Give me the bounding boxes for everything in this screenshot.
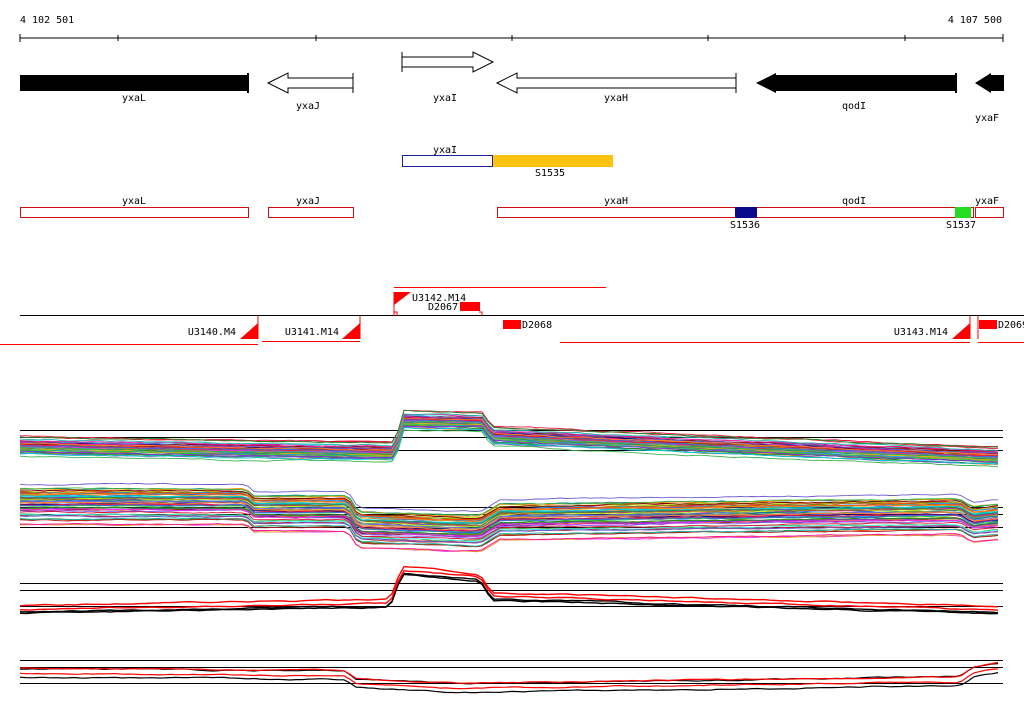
gene-yxaI[interactable]: yxaI xyxy=(401,51,495,104)
feature-label: S1535 xyxy=(535,168,565,179)
tu-U3140-M4[interactable]: U3140.M4 xyxy=(0,316,259,345)
downshift-label: D2069 xyxy=(998,320,1024,331)
expression-trace xyxy=(19,515,999,544)
downshift-label: D2067 xyxy=(428,302,458,313)
ruler-end-label: 4 107 500 xyxy=(948,15,1002,26)
feature-label: yxaF xyxy=(975,196,999,207)
expression-traces xyxy=(19,661,999,694)
expression-trace xyxy=(19,573,999,615)
feature-yxaJ-cds[interactable]: yxaJ xyxy=(268,196,354,218)
feature-label: S1536 xyxy=(730,220,760,231)
expression-trace xyxy=(19,493,999,523)
expression-trace xyxy=(19,420,999,459)
expression-trace xyxy=(19,663,999,685)
feature-S1536-segment[interactable]: S1536 xyxy=(730,207,760,231)
feature-label: qodI xyxy=(842,196,866,207)
expression-trace xyxy=(19,565,999,608)
expression-trace xyxy=(20,497,999,527)
expression-trace xyxy=(19,487,999,516)
expression-trace xyxy=(19,508,999,538)
expression-trace xyxy=(19,489,999,519)
expression-trace xyxy=(19,501,999,531)
gene-label: yxaL xyxy=(122,93,146,104)
expression-trace xyxy=(19,423,999,462)
expression-trace xyxy=(19,413,999,453)
feature-yxaI-cds[interactable]: yxaI xyxy=(402,145,493,167)
expression-trace xyxy=(19,429,999,468)
coordinate-ruler: 4 102 501 4 107 500 xyxy=(19,15,1004,42)
expression-trace xyxy=(19,517,999,547)
gene-label: yxaF xyxy=(975,113,999,124)
expression-trace xyxy=(19,672,999,694)
expression-panel-summary-minus xyxy=(19,660,1003,694)
downshift-D2069[interactable]: D2069 xyxy=(979,320,1024,331)
expression-trace xyxy=(19,427,999,465)
expression-trace xyxy=(19,410,998,448)
feature-yxaL-cds[interactable]: yxaL xyxy=(20,196,249,218)
expression-trace xyxy=(19,425,999,463)
expression-panel-summary-plus xyxy=(19,565,1003,615)
feature-label: yxaJ xyxy=(296,196,320,207)
feature-S1535-segment[interactable]: S1535 xyxy=(493,155,613,179)
plus-strand-features: yxaI S1535 xyxy=(402,145,613,179)
tu-label: U3141.M14 xyxy=(285,327,339,338)
downshift-D2067[interactable]: D2067 xyxy=(428,302,480,313)
expression-trace xyxy=(19,417,999,456)
tu-label: U3142.M14 xyxy=(412,293,466,304)
expression-trace xyxy=(19,413,999,451)
gene-yxaH[interactable]: yxaH xyxy=(495,72,737,104)
expression-panel-tiling-plus xyxy=(19,409,1003,468)
gene-label: qodI xyxy=(842,101,866,112)
tu-label: U3140.M4 xyxy=(188,327,236,338)
expression-trace xyxy=(19,570,999,611)
expression-traces xyxy=(19,482,999,553)
gene-yxaF[interactable]: yxaF xyxy=(975,73,1004,124)
feature-yxaF-cds[interactable]: yxaF xyxy=(975,196,1004,218)
expression-trace xyxy=(19,500,999,530)
expression-trace xyxy=(19,506,999,535)
tu-label: U3143.M14 xyxy=(894,327,948,338)
expression-traces xyxy=(19,565,999,615)
expression-trace xyxy=(20,523,999,552)
expression-trace xyxy=(19,419,999,458)
expression-trace xyxy=(19,513,999,543)
tu-U3142-M14[interactable]: U3142.M14 xyxy=(393,287,606,317)
gene-track: yxaL yxaJ yxaI yxaH qodI yxaF xyxy=(20,51,1004,124)
expression-trace xyxy=(19,511,999,540)
expression-trace xyxy=(19,494,999,524)
expression-traces xyxy=(19,409,999,468)
expression-trace xyxy=(20,504,999,534)
downshift-D2068[interactable]: D2068 xyxy=(503,320,552,331)
feature-label: yxaL xyxy=(122,196,146,207)
feature-qodI-cds[interactable]: qodI xyxy=(842,196,866,207)
feature-S1537-segment[interactable]: S1537 xyxy=(946,207,976,231)
feature-label: S1537 xyxy=(946,220,976,231)
expression-trace xyxy=(19,482,998,513)
gene-yxaL[interactable]: yxaL xyxy=(20,73,249,104)
gene-yxaJ[interactable]: yxaJ xyxy=(266,72,354,112)
ruler-start-label: 4 102 501 xyxy=(20,15,74,26)
expression-trace xyxy=(20,572,999,614)
transcription-units-track: U3142.M14 D2067 D2068 D2069 U3140.M4 xyxy=(0,287,1024,345)
expression-trace xyxy=(19,507,999,537)
tu-U3141-M14[interactable]: U3141.M14 xyxy=(262,316,361,342)
feature-label: yxaI xyxy=(433,145,457,156)
expression-trace xyxy=(19,503,999,532)
tu-U3143-M14[interactable]: U3143.M14 xyxy=(560,316,1024,343)
expression-trace xyxy=(19,518,999,548)
expression-trace xyxy=(19,668,999,690)
gene-label: yxaI xyxy=(433,93,457,104)
expression-trace xyxy=(19,661,999,684)
expression-trace xyxy=(19,492,999,521)
expression-trace xyxy=(19,496,999,525)
downshift-label: D2068 xyxy=(522,320,552,331)
feature-label: yxaH xyxy=(604,196,628,207)
gene-label: yxaJ xyxy=(296,101,320,112)
gene-label: yxaH xyxy=(604,93,628,104)
minus-strand-features: yxaL yxaJ yxaH S1536 qodI S1537 yxaF xyxy=(20,196,1004,231)
gene-qodI[interactable]: qodI xyxy=(756,73,957,112)
expression-panel-tiling-minus xyxy=(19,482,1003,553)
expression-trace xyxy=(19,415,999,454)
